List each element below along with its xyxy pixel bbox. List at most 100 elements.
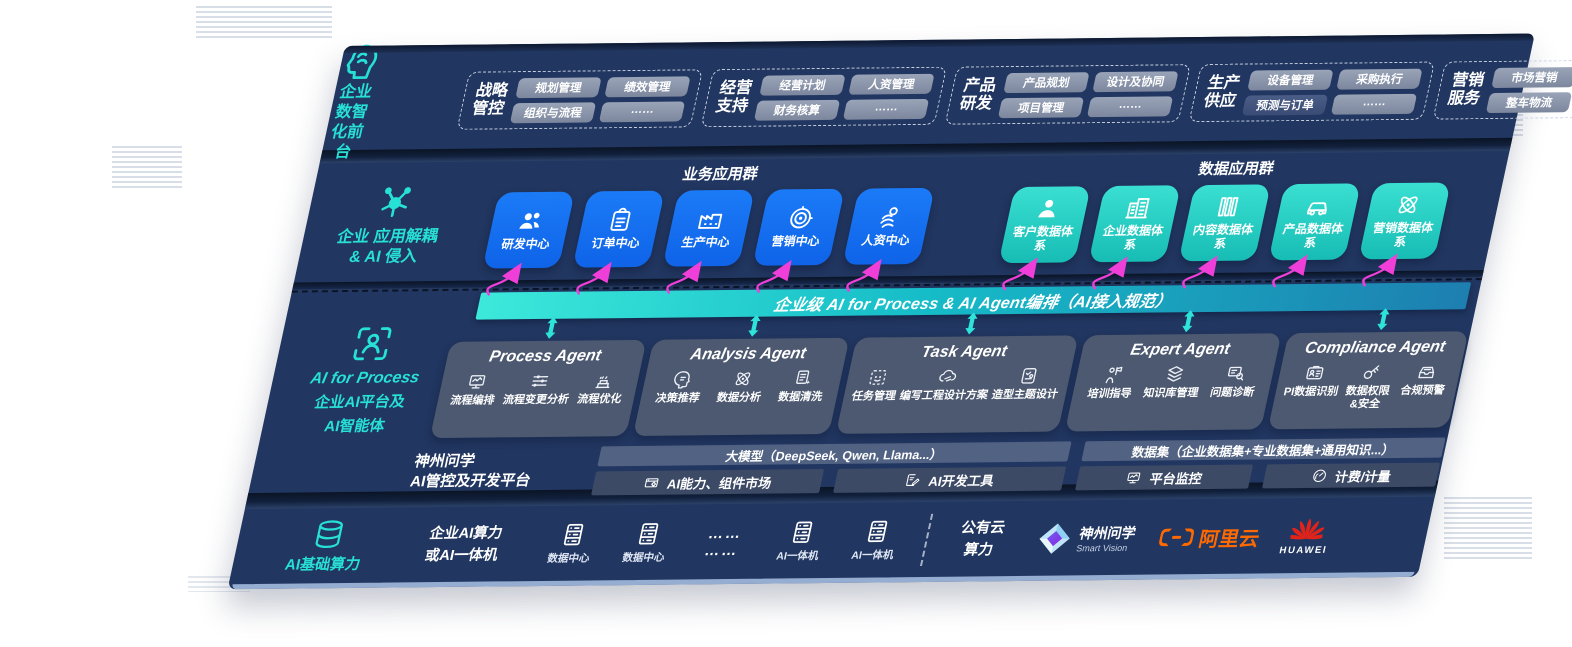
group-title-line: 服务 [1446, 90, 1482, 108]
front-office-groups: 战略 管控 规划管理 绩效管理 组织与流程 …… 经营 支持 经营计划 人资管理 财… [456, 59, 1572, 130]
module-pill: 采购执行 [1336, 68, 1423, 90]
platform-btn-devtools: AI开发工具 [833, 466, 1067, 493]
module-pill: 组织与流程 [509, 101, 597, 123]
double-arrow-icon [542, 317, 561, 339]
app-box-hr-center: 人资中心 [842, 187, 935, 265]
module-pill: 产品规划 [1003, 71, 1090, 93]
monitor-wave-icon [464, 372, 488, 392]
double-arrow-icon [1374, 308, 1393, 330]
dataset-header: 数据集（企业数据集+专业数据集+通用知识...） [1081, 437, 1446, 462]
agent-title: Compliance Agent [1303, 338, 1447, 357]
group-strategy: 战略 管控 规划管理 绩效管理 组织与流程 …… [456, 69, 704, 130]
data-box-product: 产品数据体系 [1268, 183, 1361, 261]
infra-label: AI基础算力 [283, 555, 362, 574]
server-icon [787, 519, 819, 545]
agent-item: 流程优化 [571, 370, 632, 406]
database-icon [310, 518, 349, 550]
diagnose-icon [1224, 364, 1248, 384]
gauge-icon [1310, 468, 1329, 484]
ai-platform-band: 企业级 AI for Process & AI Agent编排（AI接入规范） … [248, 278, 1483, 496]
factory-icon [695, 206, 727, 232]
building-icon [1122, 195, 1154, 221]
id-card-icon [1303, 363, 1327, 383]
agent-item: 任务管理 [850, 367, 902, 403]
group-title-line: 供应 [1202, 92, 1238, 111]
smartvision-logo: 神州问学 Smart Vision [1034, 521, 1138, 556]
group-title-line: 管控 [470, 100, 506, 118]
agent-card-analysis: Analysis Agent 决策推荐 数据分析 数据清洗 [632, 337, 850, 437]
platform-btn-marketplace: AI能力、组件市场 [591, 469, 825, 496]
layers-icon [1163, 364, 1187, 384]
platform-label-line1: 神州问学 [412, 452, 477, 471]
doc-sparkle-icon [792, 368, 816, 388]
business-app-section: 业务应用群 研发中心 订单中心 生产中心 [480, 161, 941, 281]
person-wave-icon [875, 204, 907, 230]
group-operation: 经营 支持 经营计划 人资管理 财务核算 …… [700, 66, 948, 128]
data-apps-header: 数据应用群 [1196, 160, 1276, 179]
node-ai-appliance: AI一体机 [840, 518, 912, 563]
scan-person-icon [348, 323, 397, 364]
application-band: 企业 应用解耦 & AI 侵入 业务应用群 研发中心 订单中心 [294, 151, 1510, 283]
agent-item: 造型主题设计 [990, 365, 1064, 401]
ai-layer-label-line2: 企业AI平台及 [312, 393, 407, 412]
agent-title: Task Agent [919, 343, 1009, 361]
app-box-label: 研发中心 [500, 236, 552, 252]
agent-cards: Process Agent 流程编排 流程变更分析 流程优化 Analysis … [429, 331, 1471, 439]
agent-item: PI数据识别 [1282, 363, 1344, 399]
group-title-line: 支持 [714, 97, 750, 116]
app-box-label: 营销中心 [770, 234, 822, 249]
app-box-label: 生产中心 [680, 235, 732, 250]
agent-title: Analysis Agent [688, 345, 808, 364]
columns-icon [1212, 194, 1244, 220]
atom-icon [1392, 192, 1424, 218]
app-box-marketing-center: 营销中心 [752, 188, 845, 266]
cloud-pen-icon [936, 367, 960, 387]
dashed-vertical-divider [919, 513, 934, 567]
agent-item: 流程变更分析 [501, 371, 575, 407]
ai-layer-label-line3: AI智能体 [322, 417, 387, 436]
app-layer-label-line2: & AI 侵入 [347, 247, 420, 266]
data-box-label: 营销数据体系 [1371, 220, 1435, 250]
agent-item: 合规预警 [1396, 361, 1455, 397]
ai-layer-side-label: AI for Process 企业AI平台及 AI智能体 [276, 323, 452, 437]
module-pill: …… [842, 98, 930, 120]
molecule-icon [371, 181, 420, 222]
architecture-panel: 企业数智化前台 战略 管控 规划管理 绩效管理 组织与流程 …… 经营 支持 经营计… [227, 33, 1572, 590]
agent-item: 培训指导 [1079, 365, 1144, 401]
alert-tray-icon [1414, 362, 1438, 382]
data-box-label: 产品数据体系 [1281, 221, 1345, 250]
people-icon [515, 208, 547, 234]
module-pill: …… [598, 100, 686, 122]
infra-side-label: AI基础算力 [261, 518, 393, 575]
module-pill: 预测与订单 [1242, 94, 1329, 116]
pen-doc-icon [903, 472, 922, 488]
group-title-line: 研发 [958, 95, 994, 113]
agent-card-expert: Expert Agent 培训指导 知识库管理 问题诊断 [1064, 333, 1282, 432]
alibaba-cloud-logo: 阿里云 [1154, 522, 1262, 552]
model-group: 大模型（DeepSeek, Qwen, Llama...） AI能力、组件市场 … [591, 441, 1072, 496]
platform-btn-monitor: 平台监控 [1075, 464, 1254, 491]
agent-item: 编写工程设计方案 [898, 366, 994, 403]
module-pill: 设备管理 [1247, 69, 1334, 91]
group-title-line: 生产 [1206, 74, 1242, 92]
ai-layer-label-line1: AI for Process [308, 369, 422, 388]
data-box-marketing: 营销数据体系 [1358, 182, 1451, 260]
agent-item: 决策推荐 [647, 369, 712, 405]
module-pill: 项目管理 [997, 96, 1085, 118]
toolbox-icon [642, 475, 661, 491]
huawei-logo: HUAWEI [1278, 516, 1334, 556]
agent-item: 流程编排 [444, 371, 505, 407]
module-pill: 设计及协同 [1092, 70, 1179, 92]
data-box-enterprise: 企业数据体系 [1088, 185, 1181, 263]
clipboard-icon [605, 207, 637, 233]
head-idea-icon [669, 369, 693, 389]
app-box-rd-center: 研发中心 [482, 191, 575, 269]
double-arrow-icon [962, 312, 981, 334]
module-pill: 规划管理 [515, 76, 602, 98]
node-ai-appliance: AI一体机 [765, 519, 837, 564]
smartvision-diamond-icon [1039, 523, 1070, 554]
data-box-customer: 客户数据体系 [998, 186, 1091, 264]
card-check-icon [1017, 366, 1041, 386]
barcode-decoration [196, 6, 332, 40]
